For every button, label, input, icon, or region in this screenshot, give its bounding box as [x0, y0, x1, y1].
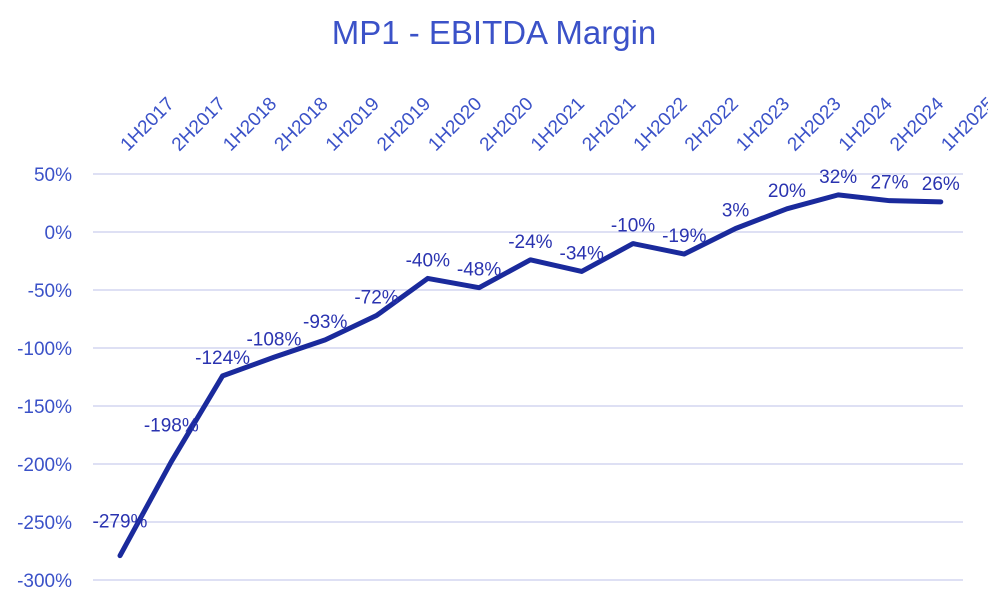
- y-tick-label: -150%: [17, 397, 72, 418]
- data-label: -124%: [195, 348, 250, 369]
- y-axis-ticks: 50% 0% -50% -100% -150% -200% -250% -300%: [17, 165, 72, 592]
- data-label: -40%: [406, 250, 450, 271]
- series-line-layer: [117, 192, 944, 559]
- x-tick-label: 1H2022: [630, 94, 692, 156]
- y-tick-label: -300%: [17, 571, 72, 592]
- data-label: 26%: [922, 174, 960, 195]
- x-tick-label: 2H2021: [578, 94, 640, 156]
- y-tick-label: 50%: [34, 165, 72, 186]
- x-tick-label: 2H2024: [886, 93, 948, 155]
- data-label: 27%: [870, 173, 908, 194]
- x-tick-label: 1H2021: [527, 94, 589, 156]
- x-axis-ticks: 1H20172H20171H20182H20181H20192H20191H20…: [117, 93, 988, 155]
- x-tick-label: 1H2020: [424, 94, 486, 156]
- data-label: -34%: [560, 243, 604, 264]
- x-tick-label: 2H2019: [373, 94, 435, 156]
- data-label: -48%: [457, 260, 501, 281]
- series-line: [117, 192, 944, 559]
- x-tick-label: 2H2022: [681, 94, 743, 156]
- data-label: -72%: [354, 288, 398, 309]
- y-tick-label: 0%: [45, 223, 73, 244]
- x-tick-label: 1H2023: [732, 94, 794, 156]
- data-labels: -279% -198% -124%-108%-93% -72% -40% -48% -24%…: [93, 167, 960, 533]
- data-label: -10%: [611, 216, 655, 237]
- data-label: -108%: [246, 329, 301, 350]
- data-label: 3%: [722, 201, 750, 222]
- data-label: 20%: [768, 181, 806, 202]
- y-tick-label: -200%: [17, 455, 72, 476]
- data-label: 32%: [819, 167, 857, 188]
- x-tick-label: 1H2019: [322, 94, 384, 156]
- x-tick-label: 2H2018: [271, 94, 333, 156]
- x-tick-label: 1H2024: [835, 93, 897, 155]
- y-tick-label: -250%: [17, 513, 72, 534]
- y-tick-label: -100%: [17, 339, 72, 360]
- data-label: -19%: [662, 226, 706, 247]
- x-tick-label: 1H2017: [117, 94, 179, 156]
- x-tick-label: 2H2017: [168, 94, 230, 156]
- data-label: -93%: [303, 312, 347, 333]
- x-tick-label: 2H2023: [784, 94, 846, 156]
- x-tick-label: 2H2020: [476, 94, 538, 156]
- data-label: -279%: [93, 512, 148, 533]
- x-tick-label: 1H2025: [937, 94, 988, 156]
- y-tick-label: -50%: [28, 281, 72, 302]
- data-label: -198%: [144, 416, 199, 437]
- x-tick-label: 1H2018: [219, 94, 281, 156]
- grid-lines: [93, 173, 963, 581]
- data-label: -24%: [508, 232, 552, 253]
- chart-title: MP1 - EBITDA Margin: [331, 14, 657, 51]
